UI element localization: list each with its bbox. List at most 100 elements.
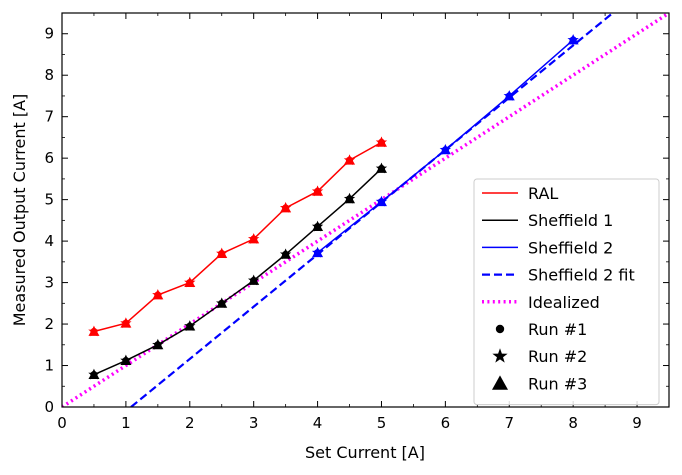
series-line-sheffield-2-fit <box>130 13 614 407</box>
legend-label: Idealized <box>528 293 600 312</box>
series-line-ral <box>93 141 382 333</box>
legend-item-sheffield-2-fit: Sheffield 2 fit <box>482 266 635 285</box>
series-line-sheffield-1 <box>93 167 382 376</box>
x-tick-label: 2 <box>185 414 195 432</box>
legend-item-run-1: Run #1 <box>495 320 587 339</box>
y-tick-label: 6 <box>44 149 54 167</box>
marker-run1-sheffield-2 <box>377 198 386 206</box>
marker-run1-ral <box>122 319 130 327</box>
legend-label: RAL <box>528 184 558 203</box>
y-tick-label: 4 <box>44 232 54 250</box>
data-point-ral <box>279 201 292 213</box>
legend-label: Run #1 <box>528 320 587 339</box>
plot-area <box>62 13 669 407</box>
data-point-ral <box>247 233 260 244</box>
marker-run1-sheffield-1 <box>154 341 162 349</box>
data-point-sheffield-1 <box>120 354 132 366</box>
x-tick-label: 1 <box>121 414 131 432</box>
marker-run1-ral <box>186 278 194 287</box>
marker-run1-ral <box>250 235 258 243</box>
data-point-ral <box>216 247 228 259</box>
marker-run1-sheffield-2 <box>441 146 449 154</box>
marker-run1-sheffield-1 <box>282 250 290 258</box>
data-point-sheffield-1 <box>152 338 164 350</box>
data-point-ral <box>184 276 196 288</box>
x-tick-label: 3 <box>249 414 259 432</box>
marker-run1-ral <box>282 204 290 212</box>
y-axis-label: Measured Output Current [A] <box>10 94 29 327</box>
data-point-sheffield-1 <box>279 248 292 260</box>
legend-item-run-3: Run #3 <box>492 374 587 393</box>
marker-run1-sheffield-2 <box>505 92 513 100</box>
marker-run1-sheffield-1 <box>90 371 98 379</box>
data-point-sheffield-2 <box>311 246 324 258</box>
marker-run1-ral <box>154 291 162 299</box>
x-tick-label: 7 <box>504 414 514 432</box>
legend-item-sheffield-2: Sheffield 2 <box>482 238 613 257</box>
legend-item-run-2: Run #2 <box>492 347 587 366</box>
marker-run1-sheffield-1 <box>250 276 258 285</box>
marker-run1-sheffield-1 <box>218 299 226 307</box>
y-tick-label: 8 <box>44 66 54 84</box>
axes: 0 1 2 3 4 5 6 7 8 9 0 1 2 3 4 5 6 7 8 9 <box>44 12 670 432</box>
x-tick-label: 9 <box>632 414 642 432</box>
x-axis-label: Set Current [A] <box>305 443 425 462</box>
data-point-sheffield-1 <box>88 368 100 380</box>
data-point-sheffield-1 <box>375 162 388 174</box>
marker-run1-sheffield-2 <box>569 36 577 44</box>
data-point-sheffield-2 <box>567 33 579 45</box>
data-point-sheffield-2 <box>503 89 515 101</box>
legend-item-sheffield-1: Sheffield 1 <box>482 211 613 230</box>
legend-label: Run #3 <box>528 374 587 393</box>
marker-run1-ral <box>345 156 354 164</box>
legend-item-idealized: Idealized <box>482 293 600 312</box>
x-tick-label: 5 <box>377 414 387 432</box>
data-point-sheffield-2 <box>439 143 452 155</box>
legend-box <box>473 178 660 406</box>
y-tick-label: 5 <box>44 191 54 209</box>
data-point-sheffield-1 <box>184 320 196 331</box>
marker-run1-sheffield-1 <box>345 195 354 203</box>
data-point-ral <box>152 289 164 300</box>
data-point-sheffield-2 <box>375 195 388 207</box>
marker-run1-ral <box>218 249 226 258</box>
legend: RAL Sheffield 1 Sheffield 2 Sheffield 2 fit… <box>473 178 660 406</box>
data-point-ral <box>88 325 100 337</box>
legend-item-ral: RAL <box>482 184 558 203</box>
data-point-ral <box>120 317 132 329</box>
y-tick-label: 7 <box>44 108 54 126</box>
marker-run1-ral <box>377 138 386 146</box>
data-point-ral <box>375 136 388 148</box>
data-point-sheffield-1 <box>247 274 260 286</box>
legend-label: Run #2 <box>528 347 587 366</box>
y-tick-label: 3 <box>44 274 54 292</box>
data-point-ral <box>311 185 324 197</box>
marker-run1-ral <box>313 187 322 195</box>
y-tick-label: 2 <box>44 315 54 333</box>
data-point-sheffield-1 <box>343 192 356 204</box>
y-tick-label: 0 <box>44 398 54 416</box>
legend-label: Sheffield 1 <box>528 211 613 230</box>
marker-run1-sheffield-1 <box>186 322 194 330</box>
marker-run1-sheffield-1 <box>122 356 130 365</box>
x-tick-label: 8 <box>568 414 578 432</box>
y-tick-label: 9 <box>44 25 54 43</box>
legend-triangle-icon <box>492 375 508 390</box>
x-tick-label: 4 <box>313 414 323 432</box>
marker-run1-sheffield-1 <box>377 164 386 173</box>
x-tick-label: 6 <box>441 414 451 432</box>
legend-star-icon <box>492 348 508 363</box>
plot-frame <box>61 12 670 408</box>
marker-run1-ral <box>90 327 98 336</box>
legend-label: Sheffield 2 fit <box>528 266 635 285</box>
legend-label: Sheffield 2 <box>528 238 613 257</box>
legend-circle-icon <box>495 324 505 334</box>
data-point-sheffield-1 <box>216 297 228 309</box>
marker-run1-sheffield-2 <box>313 249 322 257</box>
data-point-ral <box>343 154 356 166</box>
data-point-sheffield-1 <box>311 220 324 232</box>
y-tick-label: 1 <box>44 357 54 375</box>
x-tick-label: 0 <box>57 414 67 432</box>
marker-run1-sheffield-1 <box>313 222 322 231</box>
